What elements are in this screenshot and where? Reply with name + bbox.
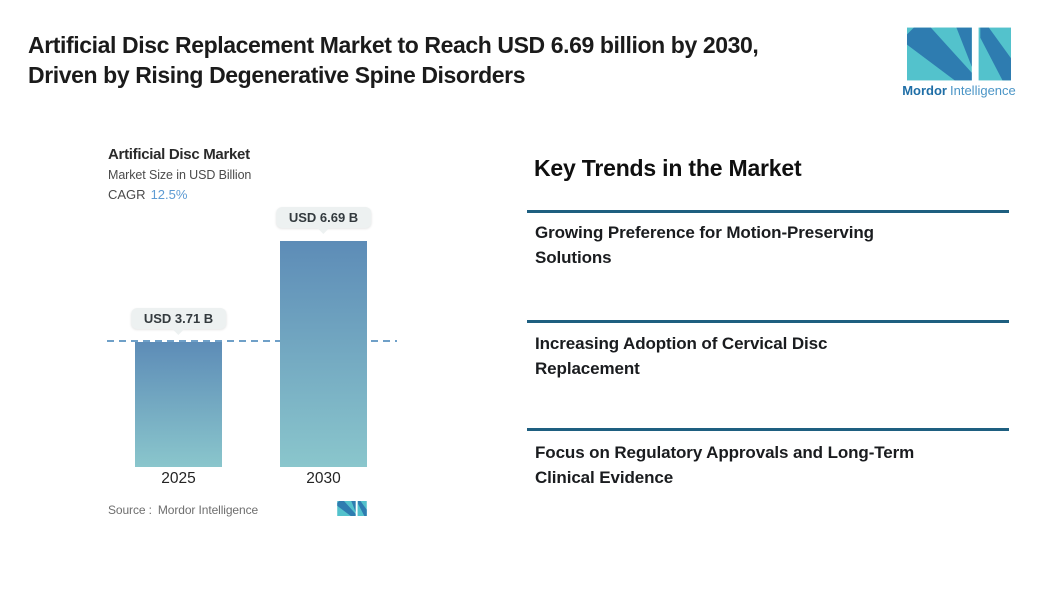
page-title-line2: Driven by Rising Degenerative Spine Diso… <box>28 62 526 88</box>
trend-item-3-line1: Focus on Regulatory Approvals and Long-T… <box>535 443 915 462</box>
brand-wordmark-light: Intelligence <box>950 83 1016 98</box>
reference-dashed-line <box>107 340 397 342</box>
source-label: Source : <box>108 503 152 517</box>
trends-heading: Key Trends in the Market <box>534 155 802 181</box>
trend-item-1-line2: Solutions <box>535 248 612 267</box>
trend-divider-1 <box>527 210 1009 213</box>
trend-item-2: Increasing Adoption of Cervical Disc Rep… <box>535 331 1005 381</box>
bar-2025 <box>135 342 222 467</box>
trend-divider-2 <box>527 320 1009 323</box>
chart-subtitle: Market Size in USD Billion <box>108 168 252 182</box>
trend-item-2-line2: Replacement <box>535 359 640 378</box>
page-title: Artificial Disc Replacement Market to Re… <box>28 30 888 90</box>
bar-group-2025: USD 3.71 B <box>130 210 227 467</box>
trend-item-1: Growing Preference for Motion-Preserving… <box>535 220 1005 270</box>
bar-2030 <box>280 241 367 467</box>
cagr-label: CAGR <box>108 187 146 202</box>
source-value: Mordor Intelligence <box>157 503 259 517</box>
brand-wordmark-bold: Mordor <box>902 83 947 98</box>
mordor-intelligence-mini-logo-icon <box>337 501 367 521</box>
value-badge-2025: USD 3.71 B <box>130 308 227 329</box>
trend-divider-3 <box>527 428 1009 431</box>
chart-cagr: CAGR 12.5% <box>108 187 187 202</box>
page-title-line1: Artificial Disc Replacement Market to Re… <box>28 32 759 58</box>
brand-logo: Mordor Intelligence <box>901 27 1017 98</box>
x-axis-label-2030: 2030 <box>306 470 341 487</box>
chart-title: Artificial Disc Market <box>108 146 250 163</box>
brand-wordmark: Mordor Intelligence <box>901 83 1017 98</box>
cagr-value: 12.5% <box>150 187 188 202</box>
source-line: Source : Mordor Intelligence <box>108 503 258 517</box>
trend-item-2-line1: Increasing Adoption of Cervical Disc <box>535 334 828 353</box>
bar-chart-plot: USD 3.71 B USD 6.69 B <box>107 207 397 467</box>
trend-item-3-line2: Clinical Evidence <box>535 468 674 487</box>
value-badge-2030: USD 6.69 B <box>275 207 372 228</box>
trend-item-1-line1: Growing Preference for Motion-Preserving <box>535 223 874 242</box>
mordor-intelligence-logo-icon <box>901 27 1017 81</box>
trend-item-3: Focus on Regulatory Approvals and Long-T… <box>535 440 1005 490</box>
bar-group-2030: USD 6.69 B <box>275 207 372 467</box>
x-axis-label-2025: 2025 <box>161 470 196 487</box>
